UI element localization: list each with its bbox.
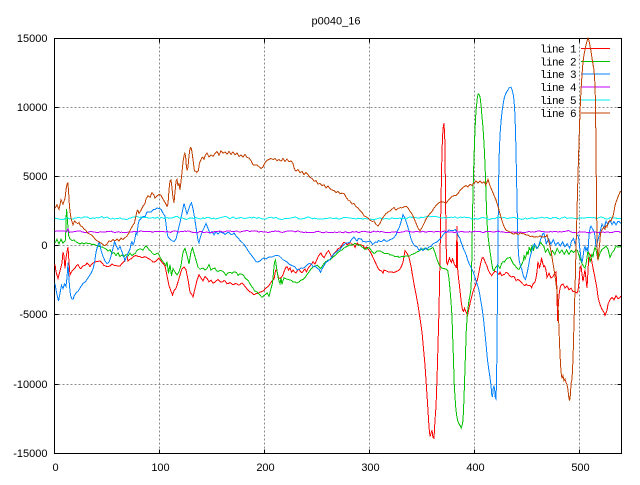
svg-text:-15000: -15000 [13, 448, 47, 460]
svg-text:400: 400 [466, 462, 484, 474]
svg-text:15000: 15000 [17, 33, 48, 45]
svg-text:line 3: line 3 [540, 70, 576, 82]
svg-text:300: 300 [361, 462, 379, 474]
svg-text:10000: 10000 [17, 102, 48, 114]
svg-text:line 5: line 5 [540, 96, 576, 108]
svg-text:p0040_16: p0040_16 [312, 16, 361, 28]
svg-text:5000: 5000 [23, 171, 47, 183]
svg-text:0: 0 [52, 462, 58, 474]
svg-text:line 6: line 6 [540, 109, 576, 121]
svg-text:500: 500 [571, 462, 589, 474]
svg-text:200: 200 [256, 462, 274, 474]
svg-text:line 4: line 4 [540, 83, 577, 95]
svg-text:-5000: -5000 [19, 309, 47, 321]
svg-text:0: 0 [41, 240, 47, 252]
svg-text:line 2: line 2 [540, 57, 576, 69]
svg-text:-10000: -10000 [13, 379, 47, 391]
svg-text:100: 100 [151, 462, 169, 474]
svg-text:line 1: line 1 [540, 45, 577, 57]
